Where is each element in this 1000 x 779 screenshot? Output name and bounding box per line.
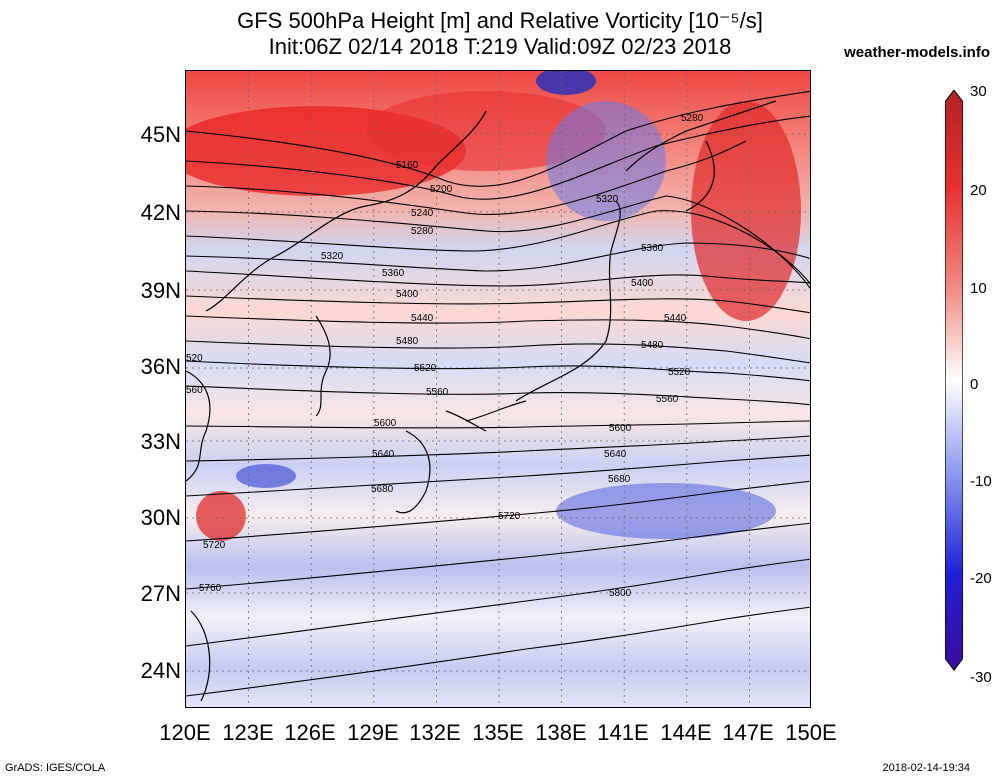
contour-label: 5600 <box>374 418 397 429</box>
lon-label: 147E <box>722 720 774 745</box>
contour-label: 5320 <box>321 251 344 262</box>
contour-label: 5800 <box>609 588 632 599</box>
colorbar-label: -30 <box>970 669 992 686</box>
contour-label: 5680 <box>371 484 394 495</box>
lon-label: 141E <box>597 720 649 745</box>
lon-label: 144E <box>660 720 712 745</box>
contour-label: 520 <box>186 353 203 364</box>
contour-label: 5240 <box>411 208 434 219</box>
colorbar-label: 0 <box>970 376 979 393</box>
contour-label: 5560 <box>656 394 679 405</box>
lon-label: 135E <box>472 720 524 745</box>
contour-label: 5280 <box>681 113 704 124</box>
vorticity-blob <box>196 491 246 541</box>
lat-label: 27N <box>140 581 181 606</box>
lat-label: 36N <box>140 354 181 379</box>
contour-label: 5640 <box>604 449 627 460</box>
colorbar-label: 10 <box>970 280 987 297</box>
contour-label: 5280 <box>411 226 434 237</box>
vorticity-blob <box>546 101 666 221</box>
lat-label: 30N <box>140 505 181 530</box>
contour-label: 5720 <box>498 511 521 522</box>
lat-label: 45N <box>140 122 181 147</box>
vorticity-map: 5160 5200 5240 5280 5280 5320 5320 5360 … <box>185 70 811 708</box>
contour-label: 5200 <box>430 184 453 195</box>
lat-label: 42N <box>140 200 181 225</box>
contour-label: 5480 <box>641 340 664 351</box>
contour-label: 5160 <box>396 160 419 171</box>
contour-label: 5720 <box>203 540 226 551</box>
lon-label: 132E <box>409 720 461 745</box>
chart-title: GFS 500hPa Height [m] and Relative Vorti… <box>237 8 763 33</box>
contour-label: 5440 <box>664 313 687 324</box>
contour-label: 5680 <box>608 474 631 485</box>
lon-label: 138E <box>535 720 587 745</box>
contour-label: 5760 <box>199 583 222 594</box>
colorbar-label: -10 <box>970 473 992 490</box>
contour-label: 560 <box>186 385 203 396</box>
colorbar-label: 30 <box>970 83 987 100</box>
colorbar-label: 20 <box>970 182 987 199</box>
contour-label: 5520 <box>414 363 437 374</box>
contour-label-group: 5160 5200 5240 5280 5280 5320 5320 5360 … <box>186 113 704 599</box>
contour-label: 5400 <box>631 278 654 289</box>
colorbar <box>945 90 963 671</box>
lon-label: 126E <box>284 720 336 745</box>
contour-label: 5360 <box>641 243 664 254</box>
chart-subtitle: Init:06Z 02/14 2018 T:219 Valid:09Z 02/2… <box>268 34 732 59</box>
vorticity-blob <box>366 91 606 171</box>
footer-right: 2018-02-14-19:34 <box>882 762 970 774</box>
contour-label: 5560 <box>426 387 449 398</box>
contour-label: 5480 <box>396 336 419 347</box>
contour-label: 5600 <box>609 423 632 434</box>
site-credit: weather-models.info <box>844 44 990 61</box>
contour-label: 5360 <box>382 268 405 279</box>
lon-label: 120E <box>159 720 211 745</box>
vorticity-blob <box>536 71 596 95</box>
footer-left: GrADS: IGES/COLA <box>5 762 106 774</box>
height-contours <box>186 90 810 697</box>
vorticity-blob <box>556 483 776 539</box>
coastlines <box>186 100 777 702</box>
map-overlay: 5160 5200 5240 5280 5280 5320 5320 5360 … <box>186 71 810 707</box>
vorticity-blob <box>236 464 296 488</box>
lat-label: 24N <box>140 658 181 683</box>
contour-label: 5640 <box>372 449 395 460</box>
colorbar-label: -20 <box>970 570 992 587</box>
lat-label: 39N <box>140 278 181 303</box>
lon-label: 123E <box>222 720 274 745</box>
contour-label: 5400 <box>396 289 419 300</box>
contour-label: 5440 <box>411 313 434 324</box>
contour-label: 5520 <box>668 367 691 378</box>
lat-label: 33N <box>140 429 181 454</box>
vorticity-blob <box>691 101 801 321</box>
lon-label: 129E <box>347 720 399 745</box>
contour-label: 5320 <box>596 194 619 205</box>
lon-label: 150E <box>785 720 837 745</box>
